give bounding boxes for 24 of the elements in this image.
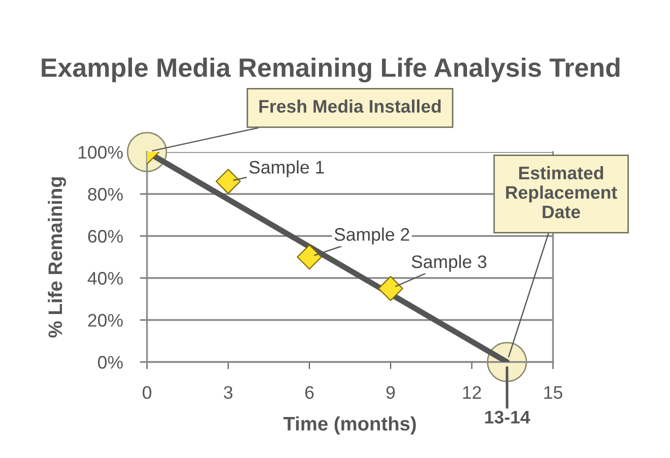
x-axis-title: Time (months) <box>283 416 416 434</box>
y-tick-label: 40% <box>88 272 123 285</box>
annotation: Fresh Media Installed <box>259 99 441 113</box>
y-tick-label: 20% <box>88 314 123 327</box>
annotation: Estimated Replacement Date <box>506 166 618 218</box>
y-tick-label: 100% <box>78 146 123 159</box>
annotation: 13-14 <box>485 410 530 424</box>
point <box>216 168 241 194</box>
x-tick-label: 12 <box>463 386 481 399</box>
x-tick-label: 3 <box>224 386 232 399</box>
y-tick-label: 60% <box>88 230 123 243</box>
y-tick-label: 80% <box>88 188 123 201</box>
x-tick-label: 15 <box>544 386 562 399</box>
point <box>296 244 322 270</box>
point <box>378 276 404 302</box>
y-tick-label: 0% <box>98 356 123 369</box>
y-axis-title: % Life Remaining <box>48 177 66 338</box>
annotation: Sample 1 <box>249 160 324 178</box>
annotation: Sample 2 <box>334 228 410 244</box>
x-tick-label: 6 <box>305 386 314 399</box>
x-tick-label: 0 <box>142 386 152 399</box>
x-tick-label: 9 <box>386 386 395 399</box>
annotation: Sample 3 <box>412 254 486 272</box>
chart-title: Example Media Remaining Life Analysis Trend <box>42 58 620 82</box>
